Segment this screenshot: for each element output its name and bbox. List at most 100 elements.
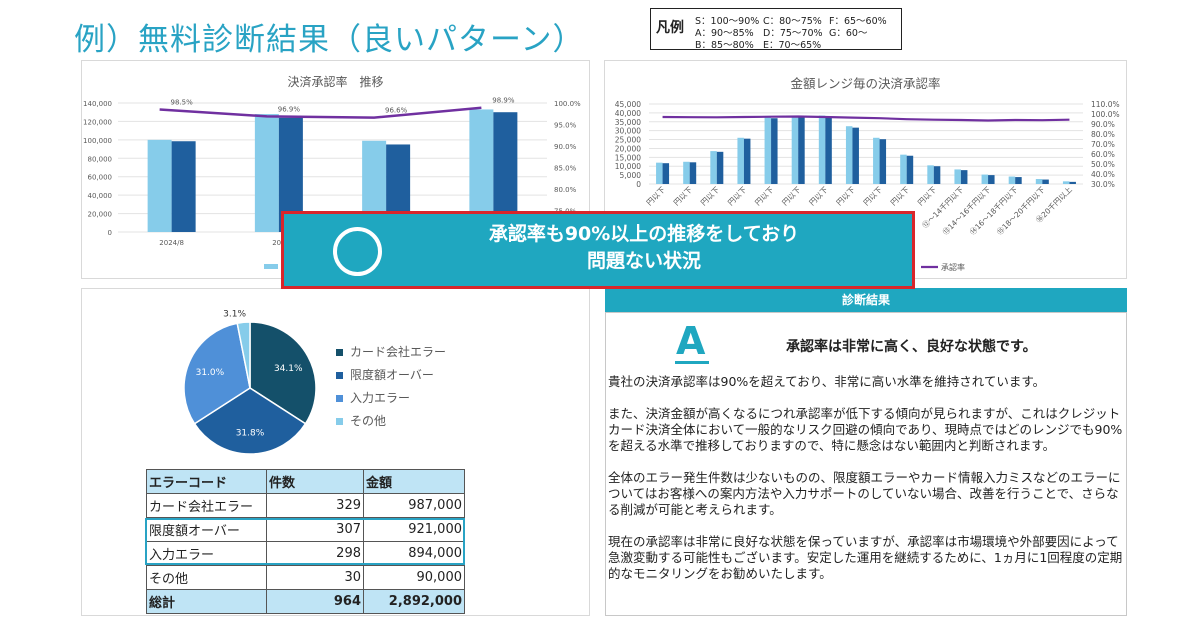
- bar: [683, 161, 690, 184]
- table-header: エラーコード: [146, 469, 267, 494]
- grade-legend-item: G：60〜: [829, 28, 868, 39]
- y-tick-label: 25,000: [615, 136, 641, 145]
- bar: [954, 169, 961, 184]
- y-tick-label: 10,000: [615, 162, 641, 171]
- diagnosis-paragraph: 全体のエラー発生件数は少ないものの、限度額エラーやカード情報入力ミスなどのエラー…: [608, 470, 1121, 517]
- table-total-label: 総計: [146, 589, 267, 614]
- pie-slice: [236, 321, 251, 389]
- bar: [171, 141, 196, 232]
- pie-label: 3.1%: [223, 309, 246, 319]
- error-pie-chart: 34.1% 31.8% 31.0% 3.1%: [183, 309, 317, 455]
- grade-legend-title: 凡例: [656, 20, 684, 36]
- table-cell-amount: 894,000: [363, 541, 465, 566]
- bar: [1035, 179, 1043, 184]
- x-tick-label: 円以下: [672, 185, 695, 208]
- data-label: 98.5%: [171, 98, 194, 106]
- legend-swatch: [336, 395, 343, 402]
- x-tick-label: 円以下: [645, 185, 668, 208]
- bar: [798, 117, 805, 184]
- data-label: 96.9%: [278, 105, 301, 113]
- table-cell-count: 307: [266, 517, 364, 542]
- y2-tick-label: 40.0%: [1091, 170, 1115, 179]
- bar: [1008, 176, 1016, 184]
- grade-legend-item: E：70〜65%: [763, 40, 822, 51]
- pie-legend-label: 限度額オーバー: [350, 368, 434, 382]
- table-row: 限度額オーバー 307 921,000: [146, 517, 465, 542]
- diagnosis-paragraph: 現在の承認率は非常に良好な状態を保っていますが、承認率は市場環境や外部要因によっ…: [608, 534, 1123, 581]
- bar: [1062, 181, 1070, 184]
- pie-legend-label: 入力エラー: [350, 391, 411, 405]
- grade-legend-item: D：75〜70%: [763, 28, 823, 39]
- y-tick-label: 15,000: [615, 153, 641, 162]
- bar: [927, 165, 934, 184]
- y-tick-label: 30,000: [615, 127, 641, 136]
- y2-tick-label: 110.0%: [1091, 100, 1120, 109]
- y2-tick-label: 90.0%: [1091, 120, 1115, 129]
- pie-legend-item: カード会社エラー: [336, 343, 446, 360]
- approval-line: [159, 106, 482, 119]
- pie-legend-item: 入力エラー: [336, 389, 410, 406]
- table-row: 入力エラー 298 894,000: [146, 541, 465, 566]
- bar: [764, 116, 772, 184]
- bar: [737, 137, 744, 184]
- grade-legend-item: F：65〜60%: [829, 16, 887, 27]
- table-header: 金額: [363, 469, 465, 494]
- grade-underline: [675, 361, 709, 364]
- x-tick-label: 円以下: [780, 185, 803, 208]
- bar: [845, 126, 853, 184]
- legend-swatch: [336, 418, 343, 425]
- legend-swatch: [336, 349, 343, 356]
- legend-swatch: [264, 264, 278, 269]
- bar: [147, 139, 172, 232]
- y-tick-label: 35,000: [615, 118, 641, 127]
- bar: [988, 175, 995, 184]
- x-tick-label: 円以下: [699, 185, 722, 208]
- table-cell-amount: 90,000: [363, 565, 465, 590]
- bar: [900, 154, 907, 184]
- diagnosis-box: [605, 312, 1127, 616]
- diagnosis-paragraph: 貴社の決済承認率は90%を超えており、非常に高い水準を維持されています。: [608, 374, 1046, 389]
- table-cell-code: その他: [146, 565, 267, 590]
- table-cell-count: 30: [266, 565, 364, 590]
- y2-tick-label: 85.0%: [554, 165, 577, 173]
- table-header: 件数: [266, 469, 364, 494]
- circle-ok-icon: [333, 227, 382, 276]
- table-total-row: 総計 964 2,892,000: [146, 589, 465, 614]
- y-tick-label: 40,000: [88, 192, 113, 200]
- error-table: エラーコード 件数 金額 カード会社エラー 329 987,000 限度額オーバ…: [146, 469, 465, 614]
- y-tick-label: 80,000: [88, 155, 113, 163]
- pie-legend-item: その他: [336, 412, 386, 429]
- pie-label: 31.8%: [236, 429, 265, 439]
- y2-tick-label: 90.0%: [554, 143, 577, 151]
- bar: [852, 127, 859, 184]
- grade-legend-item: C：80〜75%: [763, 16, 822, 27]
- bar: [825, 117, 832, 184]
- bar: [933, 166, 941, 184]
- y-tick-label: 40,000: [615, 109, 641, 118]
- grade-legend-item: B：85〜80%: [695, 40, 754, 51]
- bar: [662, 163, 670, 184]
- bar: [818, 115, 826, 184]
- callout-line: 承認率も90%以上の推移をしており: [488, 223, 800, 245]
- y2-tick-label: 100.0%: [1091, 110, 1120, 119]
- pie-slice: [193, 387, 307, 455]
- y-tick-label: 45,000: [615, 100, 641, 109]
- chart-title: 金額レンジ毎の決済承認率: [790, 76, 941, 91]
- diagnosis-header: 診断結果: [605, 288, 1127, 312]
- bar: [254, 114, 279, 232]
- data-label: 96.6%: [385, 107, 408, 115]
- bar: [710, 151, 717, 184]
- x-tick-label: 2024/8: [159, 239, 184, 247]
- grade-legend-item: A：90〜85%: [695, 28, 754, 39]
- bar: [906, 155, 914, 184]
- bar: [771, 118, 778, 184]
- x-tick-label: 円以下: [862, 185, 885, 208]
- table-cell-amount: 987,000: [363, 493, 465, 518]
- y-tick-label: 60,000: [88, 174, 113, 182]
- bar: [1042, 179, 1049, 184]
- y2-tick-label: 60.0%: [1091, 150, 1115, 159]
- pie-label: 31.0%: [196, 368, 225, 378]
- y-tick-label: 0: [108, 229, 112, 237]
- y2-tick-label: 30.0%: [1091, 180, 1115, 189]
- pie-legend-item: 限度額オーバー: [336, 366, 434, 383]
